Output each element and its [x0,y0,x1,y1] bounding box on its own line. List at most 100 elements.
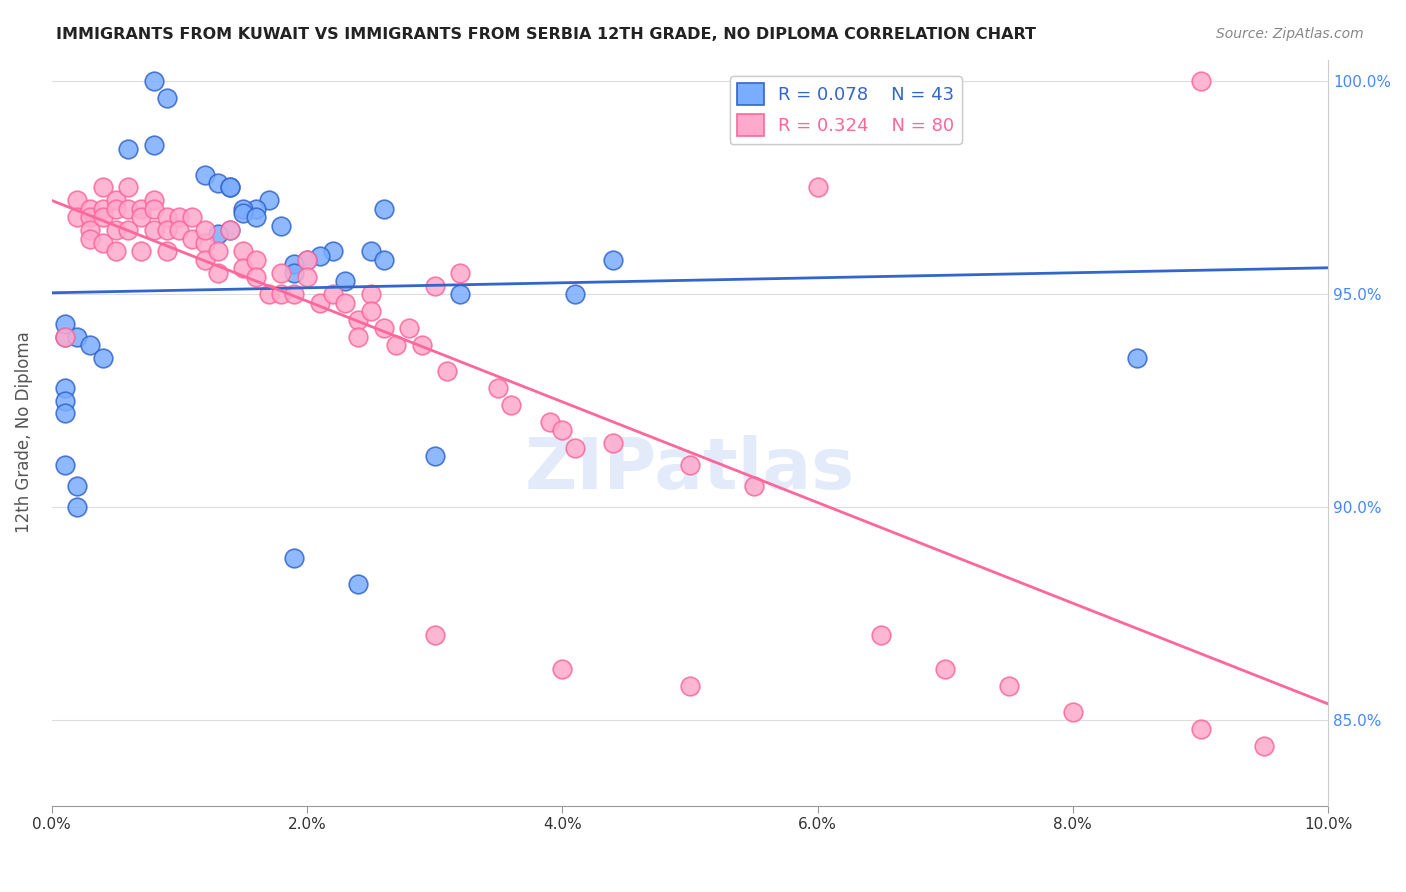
Point [104,223,127,237]
Point [79,232,101,246]
Point [360,244,382,259]
Point [219,223,242,237]
Point [79,223,101,237]
Point [181,211,204,225]
Point [283,257,305,271]
Point [295,252,318,267]
Point [232,244,254,259]
Point [679,458,702,472]
Point [423,278,446,293]
Point [91,235,114,250]
Point [322,287,344,301]
Point [295,252,318,267]
Point [117,180,139,194]
Y-axis label: 12th Grade, No Diploma: 12th Grade, No Diploma [15,332,32,533]
Point [602,436,624,450]
Point [538,415,561,429]
Point [53,329,76,343]
Point [806,180,828,194]
Point [104,202,127,216]
Point [270,219,292,233]
Point [335,295,357,310]
Point [232,202,254,216]
Point [295,270,318,285]
Point [1125,351,1147,365]
Point [53,406,76,420]
Point [488,381,510,395]
Point [423,628,446,642]
Point [436,364,458,378]
Point [53,393,76,408]
Point [347,329,370,343]
Point [53,458,76,472]
Point [66,329,89,343]
Point [283,551,305,566]
Point [232,206,254,220]
Point [91,180,114,194]
Point [53,381,76,395]
Point [156,223,179,237]
Point [207,266,229,280]
Point [347,577,370,591]
Point [79,211,101,225]
Point [66,194,89,208]
Point [142,223,165,237]
Point [283,287,305,301]
Point [322,244,344,259]
Point [129,211,152,225]
Point [283,266,305,280]
Point [194,168,217,182]
Point [66,500,89,515]
Point [117,223,139,237]
Point [207,176,229,190]
Point [551,424,574,438]
Point [117,142,139,156]
Point [373,252,395,267]
Point [53,317,76,331]
Point [501,398,523,412]
Point [347,312,370,326]
Point [117,202,139,216]
Point [423,449,446,463]
Point [79,202,101,216]
Point [91,211,114,225]
Point [66,211,89,225]
Point [679,679,702,693]
Point [245,211,267,225]
Point [385,338,408,352]
Point [551,662,574,676]
Point [169,223,191,237]
Point [373,321,395,335]
Point [1189,74,1212,88]
Point [602,252,624,267]
Point [1062,705,1084,719]
Point [245,270,267,285]
Point [194,252,217,267]
Point [398,321,420,335]
Point [207,227,229,242]
Point [66,479,89,493]
Point [219,180,242,194]
Point [91,202,114,216]
Point [79,338,101,352]
Point [449,266,471,280]
Text: Source: ZipAtlas.com: Source: ZipAtlas.com [1216,27,1364,41]
Point [449,287,471,301]
Point [219,180,242,194]
Text: ZIPatlas: ZIPatlas [524,435,855,504]
Point [564,441,586,455]
Point [91,351,114,365]
Point [1189,722,1212,736]
Point [257,287,280,301]
Point [998,679,1021,693]
Point [219,223,242,237]
Point [142,194,165,208]
Point [53,329,76,343]
Point [742,479,765,493]
Point [232,261,254,276]
Point [245,202,267,216]
Point [129,244,152,259]
Point [207,244,229,259]
Point [257,194,280,208]
Point [169,211,191,225]
